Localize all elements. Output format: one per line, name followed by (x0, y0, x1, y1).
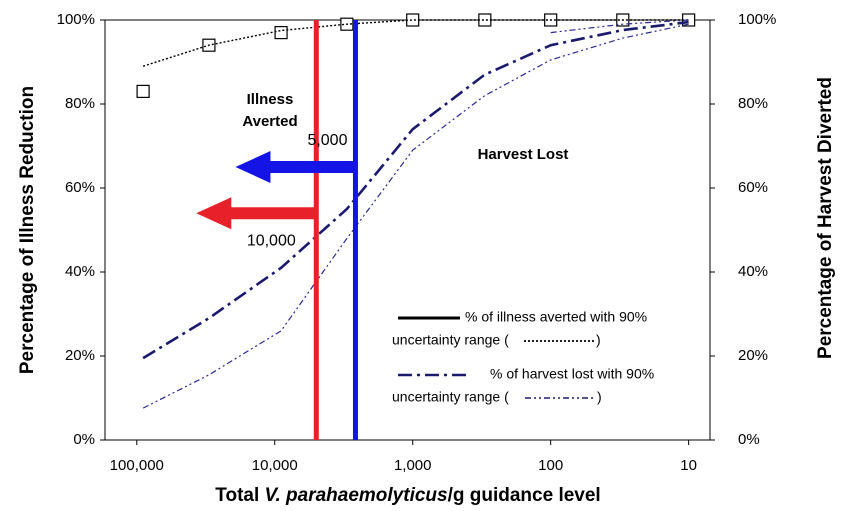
legend-sub: uncertainty range ( (392, 332, 509, 348)
x-tick-label: 100 (538, 457, 563, 474)
point (406, 13, 420, 27)
legend-end: ) (596, 332, 601, 348)
x-tick-label: 100,000 (110, 457, 164, 474)
series-line (142, 19, 689, 67)
legend-sub: uncertainty range ( (392, 389, 509, 405)
x-tick-label: 10 (680, 457, 697, 474)
point (478, 13, 492, 27)
arrow (235, 151, 356, 183)
annotation: Harvest Lost (478, 146, 569, 163)
x-title-part: V. parahaemolyticus (265, 485, 448, 506)
y2-tick-label: 40% (738, 263, 768, 280)
y-axis-title: Percentage of Illness Reduction (17, 86, 38, 374)
legend-end: ) (597, 389, 602, 405)
legend-label: % of harvest lost with 90% (490, 366, 654, 382)
series-line (142, 23, 689, 409)
series-line (550, 19, 689, 34)
arrow-label: 5,000 (307, 132, 347, 149)
y-tick-label: 100% (57, 11, 95, 28)
point (136, 84, 150, 99)
y-tick-label: 40% (65, 263, 95, 280)
arrow-label: 10,000 (247, 232, 296, 249)
y-tick-label: 80% (65, 95, 95, 112)
y-tick-label: 60% (65, 179, 95, 196)
y2-tick-label: 60% (738, 179, 768, 196)
arrow (196, 197, 317, 230)
series-line (142, 20, 689, 360)
x-tick-label: 10,000 (252, 457, 298, 474)
legend-label: % of illness averted with 90% (465, 309, 647, 325)
y2-tick-label: 0% (738, 431, 760, 448)
point (274, 26, 288, 40)
annotation: Illness (247, 91, 294, 108)
x-axis-title: Total V. parahaemolyticus/g guidance lev… (215, 485, 600, 506)
annotation: Averted (242, 113, 297, 130)
y2-tick-label: 20% (738, 347, 768, 364)
y2-tick-label: 80% (738, 95, 768, 112)
x-title-part: Total (215, 485, 264, 506)
x-title-part: /g guidance level (448, 485, 601, 506)
x-tick-label: 1,000 (394, 457, 432, 474)
y2-axis-title: Percentage of Harvest Diverted (815, 77, 836, 359)
y-tick-label: 0% (73, 431, 95, 448)
y2-tick-label: 100% (738, 11, 776, 28)
y-tick-label: 20% (65, 347, 95, 364)
